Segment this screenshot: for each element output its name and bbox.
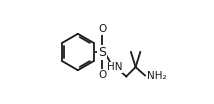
Text: S: S <box>98 46 106 58</box>
Text: O: O <box>98 24 106 34</box>
Text: NH₂: NH₂ <box>147 71 166 81</box>
Text: O: O <box>98 70 106 80</box>
Text: HN: HN <box>107 62 123 72</box>
